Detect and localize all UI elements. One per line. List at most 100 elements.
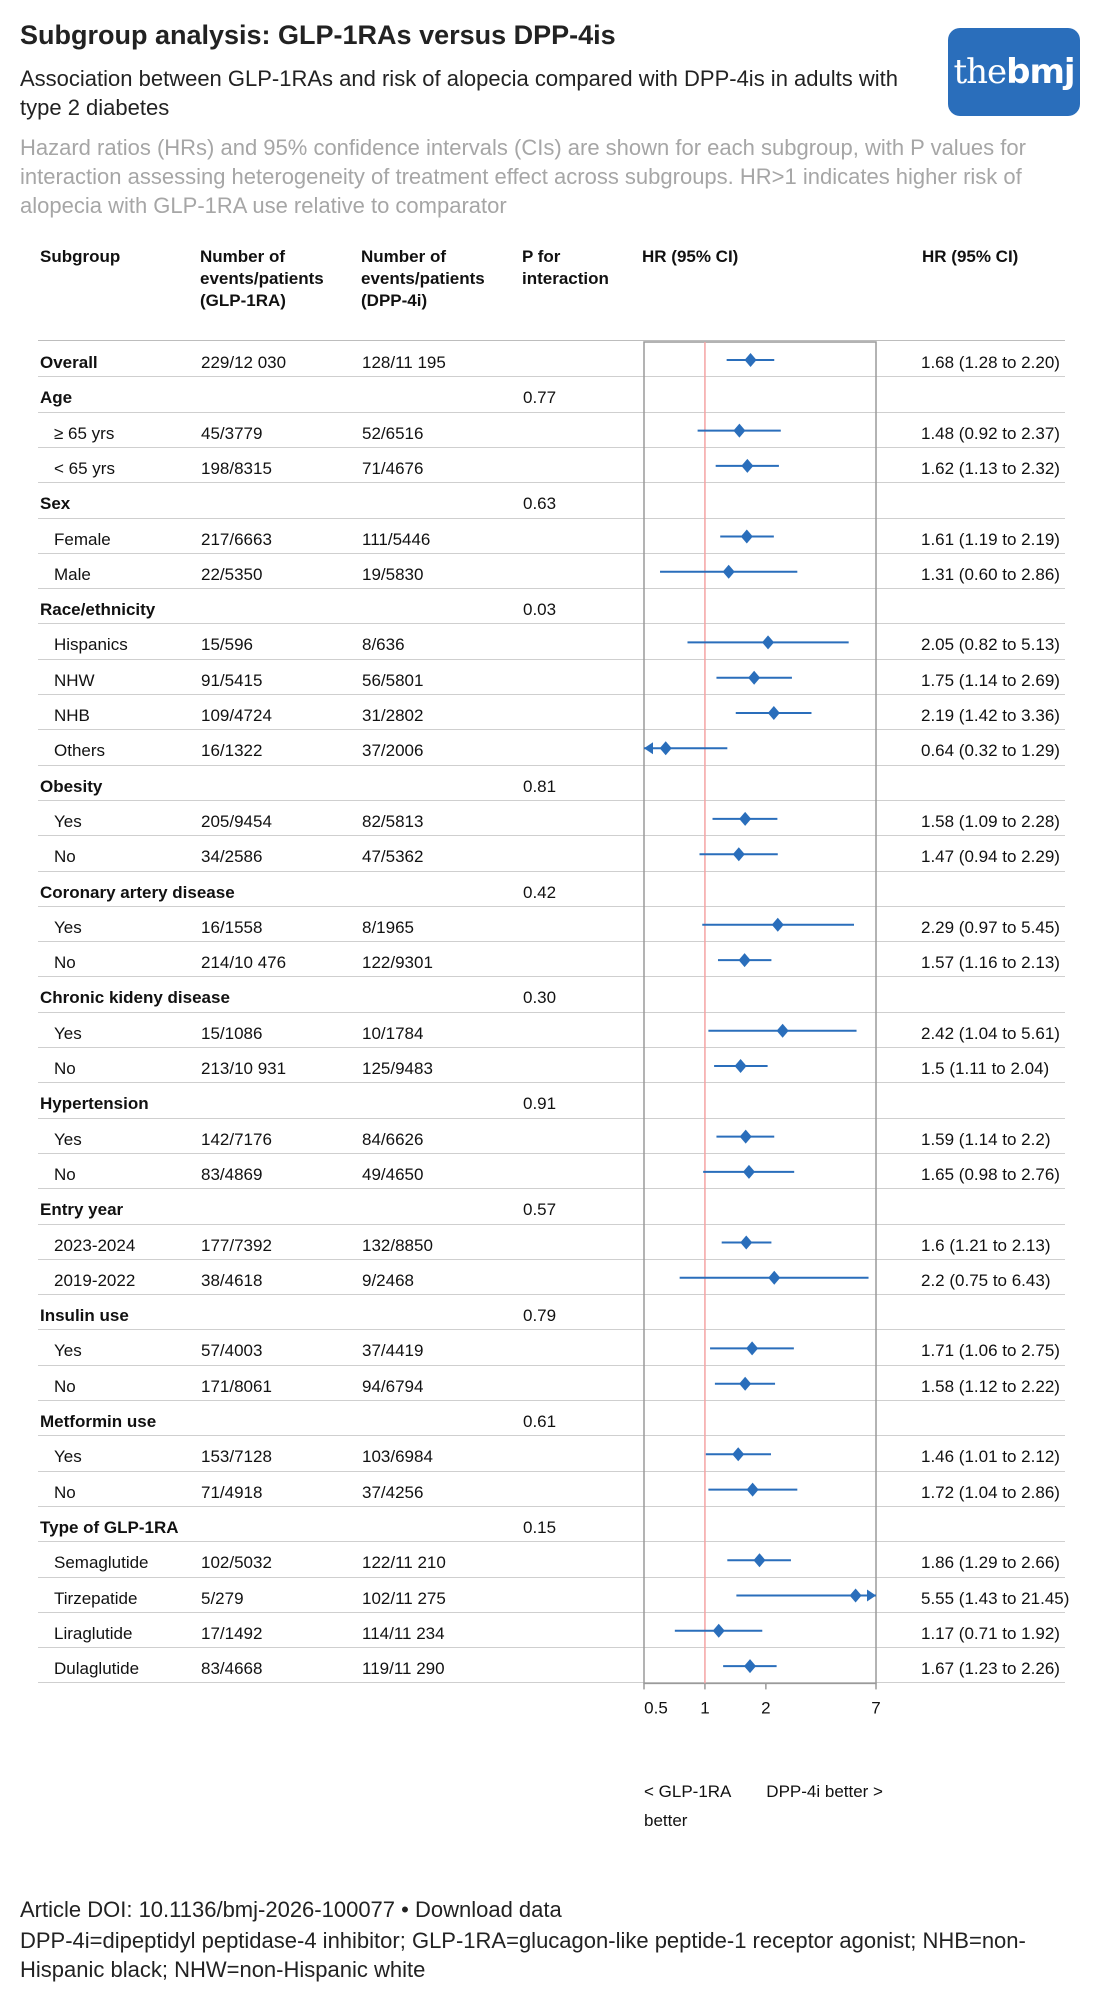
col-header-plot: HR (95% CI) [642, 247, 739, 266]
group-header: Type of GLP-1RA [40, 1517, 179, 1537]
hr-point-marker [753, 1553, 766, 1568]
hr-point-marker [740, 1235, 753, 1250]
hr-point-marker [712, 1623, 725, 1638]
row-divider [38, 376, 1065, 378]
row-divider [38, 694, 1065, 695]
cell-glp: 177/7392 [201, 1235, 272, 1255]
subgroup-label: Yes [54, 811, 82, 831]
cell-dpp: 132/8850 [362, 1235, 433, 1255]
hr-point-marker [738, 953, 751, 968]
hr-point-marker [741, 458, 754, 473]
cell-p: 0.63 [523, 494, 557, 514]
row-divider [38, 411, 1065, 413]
row-divider [38, 1047, 1065, 1048]
row-divider [38, 1682, 1065, 1684]
subgroup-label: No [54, 953, 76, 973]
subgroup-label: 2019-2022 [54, 1270, 136, 1290]
row-divider [38, 1576, 1065, 1578]
row-divider [38, 482, 1065, 484]
subgroup-label: Female [54, 529, 111, 549]
cell-glp: 57/4003 [201, 1341, 263, 1361]
cell-dpp: 103/6984 [362, 1447, 433, 1467]
row-divider [38, 1505, 1065, 1507]
cell-hr_text: 1.71 (1.06 to 2.75) [921, 1341, 1060, 1361]
cell-dpp: 125/9483 [362, 1059, 433, 1078]
subgroup-label: No [54, 1376, 76, 1396]
cell-dpp: 49/4650 [362, 1164, 424, 1184]
cell-p: 0.15 [523, 1517, 557, 1537]
subgroup-label: NHB [54, 706, 90, 725]
cell-glp: 217/6663 [201, 529, 272, 549]
cell-p: 0.91 [523, 1094, 557, 1114]
doi-text: Article DOI: 10.1136/bmj-2026-100077 [20, 1897, 396, 1922]
col-header-dpp: Number of events/patients (DPP-4i) [361, 247, 485, 310]
cell-glp: 153/7128 [201, 1447, 272, 1467]
cell-dpp: 56/5801 [362, 670, 424, 690]
row-divider [38, 623, 1065, 625]
cell-dpp: 114/11 234 [362, 1623, 445, 1643]
cell-glp: 15/1086 [201, 1023, 263, 1043]
cell-hr_text: 1.6 (1.21 to 2.13) [921, 1235, 1051, 1255]
cell-glp: 34/2586 [201, 847, 263, 867]
group-header: Entry year [40, 1200, 124, 1220]
hr-point-marker [739, 1376, 752, 1391]
cell-dpp: 47/5362 [362, 847, 424, 867]
cell-hr_text: 1.68 (1.28 to 2.20) [921, 353, 1060, 372]
cell-dpp: 122/9301 [362, 953, 433, 973]
subgroup-label: No [54, 1482, 76, 1502]
group-header: Chronic kideny disease [40, 988, 230, 1008]
cell-dpp: 8/636 [362, 635, 405, 655]
cell-hr_text: 1.5 (1.11 to 2.04) [921, 1059, 1050, 1078]
cell-dpp: 31/2802 [362, 706, 424, 725]
cell-hr_text: 1.57 (1.16 to 2.13) [921, 953, 1060, 973]
cell-dpp: 84/6626 [362, 1129, 424, 1149]
hr-point-marker [744, 353, 757, 367]
cell-glp: 205/9454 [201, 811, 272, 831]
cell-dpp: 52/6516 [362, 423, 424, 443]
row-divider [38, 764, 1065, 766]
row-divider [38, 1611, 1065, 1613]
cell-glp: 38/4618 [201, 1270, 263, 1290]
chart-title: Subgroup analysis: GLP-1RAs versus DPP-4… [20, 20, 616, 50]
cell-p: 0.79 [523, 1306, 557, 1326]
cell-p: 0.77 [523, 388, 557, 408]
cell-hr_text: 0.64 (0.32 to 1.29) [921, 741, 1060, 761]
cell-glp: 198/8315 [201, 458, 272, 478]
left-favours-label: < GLP-1RA better [644, 1782, 731, 1830]
download-data-link[interactable]: Download data [414, 1897, 562, 1922]
subgroup-label: Yes [54, 1023, 82, 1043]
row-divider [38, 1435, 1065, 1437]
cell-dpp: 111/5446 [362, 529, 431, 549]
hr-point-marker [767, 706, 780, 720]
chart-subtitle: Association between GLP-1RAs and risk of… [20, 66, 898, 120]
subgroup-label: Hispanics [54, 635, 128, 655]
cell-glp: 83/4668 [201, 1659, 263, 1679]
cell-hr_text: 1.58 (1.09 to 2.28) [921, 811, 1060, 831]
cell-p: 0.30 [523, 988, 557, 1008]
hr-point-marker [748, 670, 761, 685]
hr-point-marker [771, 917, 784, 932]
hr-point-marker [746, 1341, 759, 1356]
cell-hr_text: 2.19 (1.42 to 3.36) [921, 706, 1060, 725]
group-header: Overall [40, 353, 98, 372]
row-divider [38, 1364, 1065, 1366]
cell-dpp: 37/4419 [362, 1341, 424, 1361]
x-tick-label: 2 [761, 1698, 770, 1717]
cell-p: 0.61 [523, 1412, 557, 1431]
group-header: Race/ethnicity [40, 600, 156, 620]
subgroup-label: Tirzepatide [54, 1588, 138, 1608]
subgroup-label: NHW [54, 670, 95, 690]
bullet-separator: • [401, 1897, 409, 1922]
cell-hr_text: 2.42 (1.04 to 5.61) [921, 1023, 1060, 1043]
bmj-logo: thebmj [948, 28, 1080, 116]
subgroup-label: Liraglutide [54, 1623, 133, 1643]
cell-hr_text: 1.46 (1.01 to 2.12) [921, 1447, 1060, 1467]
row-divider [38, 1541, 1065, 1543]
subgroup-label: Semaglutide [54, 1553, 149, 1573]
hr-point-marker [768, 1270, 781, 1285]
cell-glp: 142/7176 [201, 1129, 272, 1149]
group-header: Obesity [40, 776, 103, 796]
row-divider [38, 835, 1065, 837]
cell-glp: 91/5415 [201, 670, 263, 690]
